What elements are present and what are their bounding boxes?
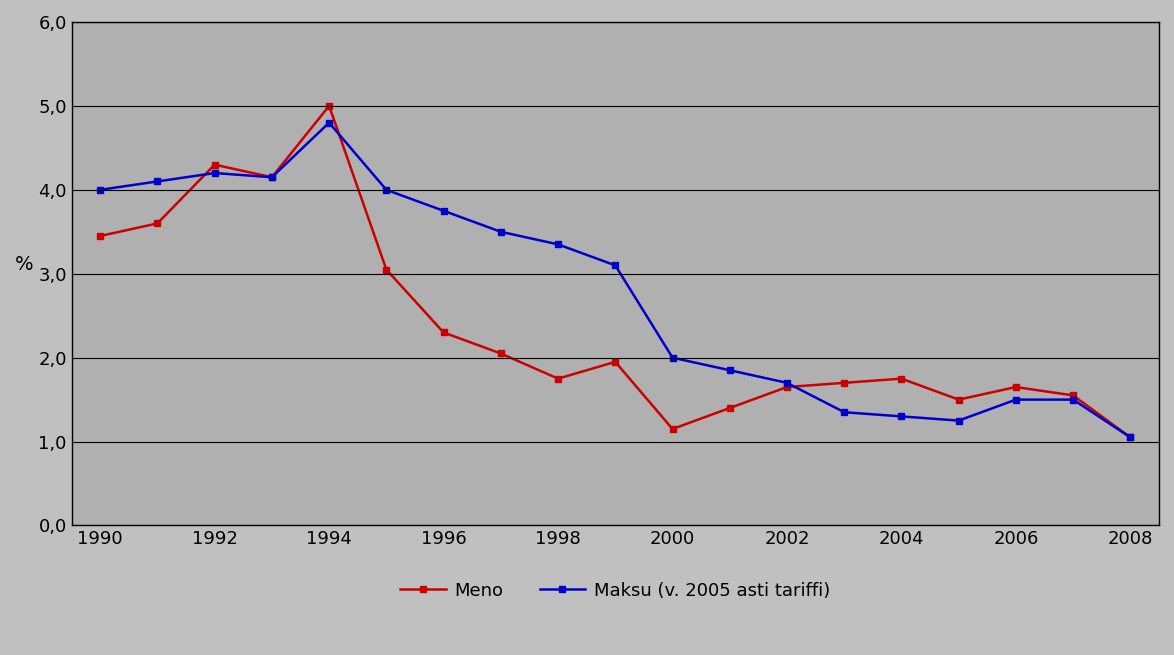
Maksu (v. 2005 asti tariffi) xyxy=(322,119,336,126)
Maksu (v. 2005 asti tariffi) xyxy=(837,408,851,416)
Maksu (v. 2005 asti tariffi) xyxy=(93,186,107,194)
Maksu (v. 2005 asti tariffi) xyxy=(1066,396,1080,403)
Legend: Meno, Maksu (v. 2005 asti tariffi): Meno, Maksu (v. 2005 asti tariffi) xyxy=(393,574,837,607)
Maksu (v. 2005 asti tariffi) xyxy=(608,261,622,269)
Line: Maksu (v. 2005 asti tariffi): Maksu (v. 2005 asti tariffi) xyxy=(96,119,1134,441)
Maksu (v. 2005 asti tariffi) xyxy=(551,240,565,248)
Meno xyxy=(608,358,622,365)
Meno xyxy=(208,160,222,168)
Maksu (v. 2005 asti tariffi) xyxy=(895,413,909,421)
Maksu (v. 2005 asti tariffi) xyxy=(1008,396,1023,403)
Meno xyxy=(1124,434,1138,441)
Meno xyxy=(723,404,737,412)
Maksu (v. 2005 asti tariffi) xyxy=(265,174,279,181)
Meno xyxy=(1066,392,1080,400)
Maksu (v. 2005 asti tariffi) xyxy=(952,417,966,424)
Maksu (v. 2005 asti tariffi) xyxy=(1124,434,1138,441)
Meno xyxy=(1008,383,1023,391)
Y-axis label: %: % xyxy=(15,255,34,274)
Maksu (v. 2005 asti tariffi) xyxy=(437,207,451,215)
Meno xyxy=(666,425,680,433)
Maksu (v. 2005 asti tariffi) xyxy=(379,186,393,194)
Meno xyxy=(150,219,164,227)
Maksu (v. 2005 asti tariffi) xyxy=(494,228,508,236)
Meno xyxy=(551,375,565,383)
Meno xyxy=(93,232,107,240)
Meno xyxy=(437,329,451,337)
Meno xyxy=(379,266,393,274)
Line: Meno: Meno xyxy=(96,102,1134,441)
Maksu (v. 2005 asti tariffi) xyxy=(208,169,222,177)
Maksu (v. 2005 asti tariffi) xyxy=(780,379,794,386)
Meno xyxy=(322,102,336,110)
Meno xyxy=(952,396,966,403)
Maksu (v. 2005 asti tariffi) xyxy=(150,178,164,185)
Meno xyxy=(895,375,909,383)
Maksu (v. 2005 asti tariffi) xyxy=(723,366,737,374)
Maksu (v. 2005 asti tariffi) xyxy=(666,354,680,362)
Meno xyxy=(494,350,508,358)
Meno xyxy=(265,174,279,181)
Meno xyxy=(780,383,794,391)
Meno xyxy=(837,379,851,386)
